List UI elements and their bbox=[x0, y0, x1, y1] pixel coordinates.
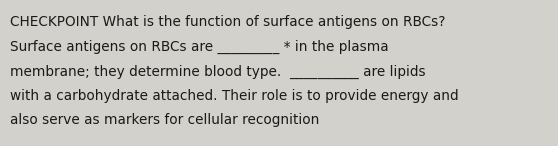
Text: Surface antigens on RBCs are _________ * in the plasma: Surface antigens on RBCs are _________ *… bbox=[10, 40, 389, 54]
Text: with a carbohydrate attached. Their role is to provide energy and: with a carbohydrate attached. Their role… bbox=[10, 89, 459, 103]
Text: also serve as markers for cellular recognition: also serve as markers for cellular recog… bbox=[10, 113, 319, 127]
Text: CHECKPOINT What is the function of surface antigens on RBCs?: CHECKPOINT What is the function of surfa… bbox=[10, 15, 445, 29]
Text: membrane; they determine blood type.  __________ are lipids: membrane; they determine blood type. ___… bbox=[10, 64, 426, 79]
